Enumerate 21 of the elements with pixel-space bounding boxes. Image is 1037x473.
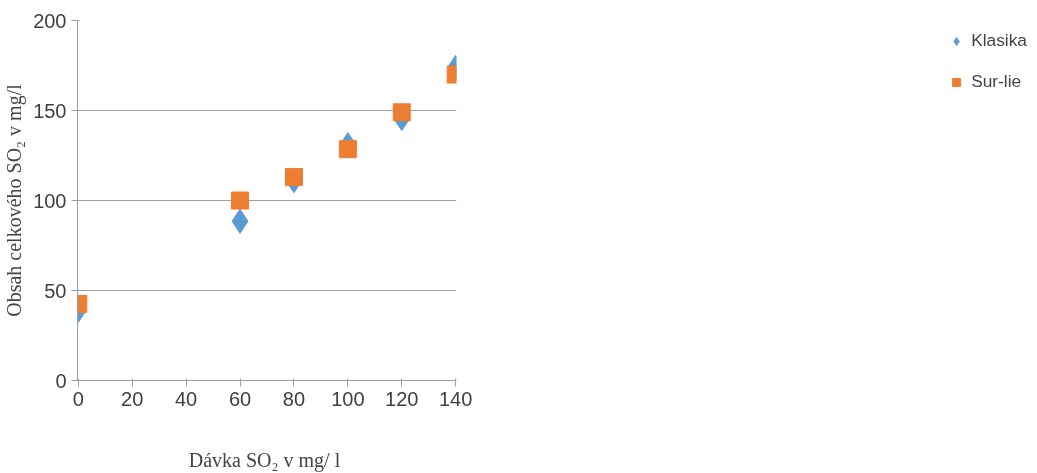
x-tick-label: 100 — [331, 387, 365, 410]
x-tick-label: 20 — [121, 387, 144, 410]
y-tick-label: 150 — [33, 99, 67, 122]
point — [284, 168, 303, 187]
y-tick-label: 200 — [33, 9, 67, 32]
legend-label: Sur-lie — [971, 71, 1022, 92]
point — [231, 191, 250, 210]
x-axis-title: Dávka SO₂ v mg/ l — [188, 448, 341, 472]
y-tick-label: 0 — [55, 369, 67, 392]
y-axis-title: Obsah celkového SO₂ v mg/l — [3, 83, 27, 317]
point — [338, 140, 357, 159]
legend-label: Klasika — [971, 30, 1027, 51]
x-tick-label: 120 — [385, 387, 419, 410]
x-tick-label: 60 — [228, 387, 252, 410]
y-tick-label: 100 — [33, 189, 67, 212]
x-tick-label: 80 — [282, 387, 306, 410]
x-tick-label: 40 — [175, 387, 198, 410]
y-tick-label: 50 — [44, 279, 67, 302]
point — [392, 103, 411, 122]
x-tick-label: 0 — [72, 387, 84, 410]
x-tick-label: 140 — [439, 387, 473, 410]
